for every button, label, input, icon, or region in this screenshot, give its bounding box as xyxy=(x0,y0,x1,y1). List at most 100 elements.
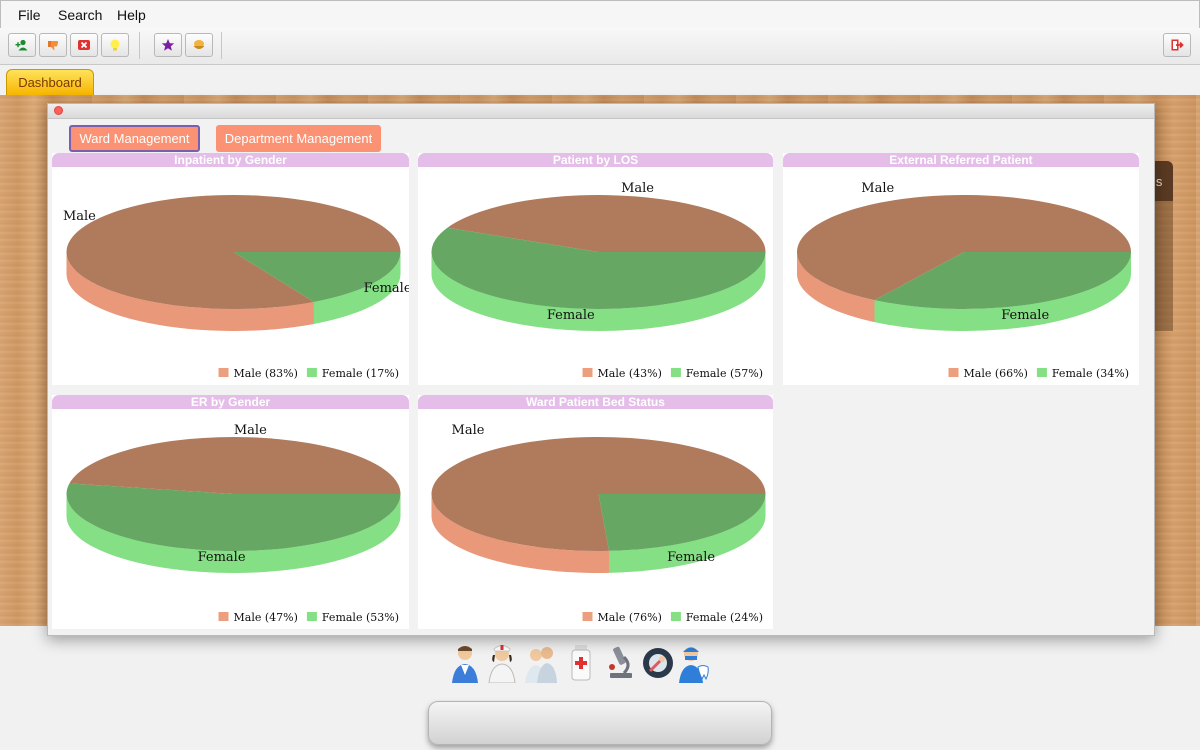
doctor-icon xyxy=(452,646,478,683)
chart-er-by-gender: ER by Gender Male Female Female (53%) Male … xyxy=(52,395,409,629)
pie-side-female xyxy=(66,494,401,573)
slice-label-male: Male xyxy=(861,181,894,196)
legend-swatch-female xyxy=(670,368,681,377)
chart-title: External Referred Patient xyxy=(783,153,1139,167)
pharmacy-icon xyxy=(571,645,591,681)
pie-side-female xyxy=(313,252,401,324)
chart-title: Inpatient by Gender xyxy=(52,153,409,167)
slice-label-male: Male xyxy=(452,423,485,438)
pie-side-female xyxy=(608,494,766,573)
pie-side-male xyxy=(797,252,875,323)
legend-label-female: Female (53%) xyxy=(322,611,399,624)
dashboard-window: Ward Management Department Management In… xyxy=(47,103,1155,636)
chart-title: ER by Gender xyxy=(52,395,409,409)
legend-swatch-male xyxy=(582,612,593,621)
legend-swatch-female xyxy=(306,368,317,377)
pie-chart: Male Female Female (17%) Male (83%) xyxy=(63,195,409,380)
dock-shelf xyxy=(428,701,772,745)
slice-label-male: Male xyxy=(621,181,654,196)
legend-label-male: Male (43%) xyxy=(598,367,662,380)
logout-button[interactable] xyxy=(1163,33,1191,57)
legend-swatch-female xyxy=(306,612,317,621)
tab-strip: Dashboard xyxy=(0,65,1200,95)
cancel-icon xyxy=(78,40,90,50)
food-button[interactable] xyxy=(185,33,213,57)
slice-label-female: Female xyxy=(667,550,715,565)
thumbs-down-button[interactable] xyxy=(39,33,67,57)
favorite-button[interactable] xyxy=(154,33,182,57)
nurse-module[interactable] xyxy=(485,643,519,684)
pie-slice-female xyxy=(431,227,766,309)
legend-swatch-male xyxy=(218,612,229,621)
pie-slice-male xyxy=(431,437,766,551)
department-management-button[interactable]: Department Management xyxy=(216,125,381,152)
thumbs-down-icon xyxy=(48,41,59,51)
legend-label-male: Male (76%) xyxy=(598,611,662,624)
menu-search[interactable]: Search xyxy=(58,7,103,23)
logout-icon xyxy=(1171,39,1184,51)
slice-label-male: Male xyxy=(234,423,267,438)
add-user-button[interactable] xyxy=(8,33,36,57)
chart-external-referred-patient: External Referred Patient Male Female Fema… xyxy=(783,153,1139,385)
pie-slice-female xyxy=(598,494,766,551)
food-bowl-icon xyxy=(193,40,205,49)
legend-swatch-male xyxy=(218,368,229,377)
toolbar-separator xyxy=(139,32,140,59)
pie-side-female xyxy=(874,252,1131,331)
pie-slice-male xyxy=(447,195,766,252)
star-icon xyxy=(161,39,175,51)
laboratory-module[interactable] xyxy=(602,643,636,683)
doctor-module[interactable] xyxy=(448,643,482,683)
toolbar xyxy=(0,28,1200,65)
legend-label-female: Female (57%) xyxy=(686,367,763,380)
pie-chart: Male Female Female (57%) Male (43%) xyxy=(431,181,766,380)
cancel-button[interactable] xyxy=(70,33,98,57)
menu-help[interactable]: Help xyxy=(117,7,146,23)
medical-staff-module[interactable] xyxy=(524,643,558,683)
legend-swatch-female xyxy=(1036,368,1047,377)
menu-bar: File Search Help xyxy=(0,0,1200,29)
chart-title: Patient by LOS xyxy=(418,153,773,167)
pie-slice-male xyxy=(797,195,1131,301)
pie-slice-male xyxy=(66,195,401,309)
legend-label-female: Female (34%) xyxy=(1052,367,1129,380)
laboratory-microscope-icon xyxy=(609,646,632,678)
legend-label-male: Male (47%) xyxy=(234,611,298,624)
legend-swatch-male xyxy=(948,368,959,377)
tab-dashboard[interactable]: Dashboard xyxy=(6,69,94,95)
pie-side-male xyxy=(66,252,314,331)
pie-chart: Male Female Female (34%) Male (66%) xyxy=(797,181,1131,380)
pie-chart: Male Female Female (24%) Male (76%) xyxy=(431,423,766,624)
slice-label-female: Female xyxy=(198,550,246,565)
slice-label-male: Male xyxy=(63,209,96,224)
menu-file[interactable]: File xyxy=(18,7,41,23)
legend-label-male: Male (66%) xyxy=(964,367,1028,380)
ward-management-button[interactable]: Ward Management xyxy=(69,125,200,152)
nurse-icon xyxy=(488,645,516,684)
pharmacy-module[interactable] xyxy=(564,643,598,683)
pie-slice-female xyxy=(233,252,401,302)
pie-slice-female xyxy=(66,483,401,551)
pie-slice-female xyxy=(874,252,1131,309)
close-icon[interactable] xyxy=(54,106,63,115)
pie-side-female xyxy=(431,252,766,331)
pie-chart: Male Female Female (53%) Male (47%) xyxy=(66,423,401,624)
legend-label-male: Male (83%) xyxy=(234,367,298,380)
add-user-icon xyxy=(15,39,28,51)
window-title-bar xyxy=(48,104,1154,119)
radiology-icon xyxy=(643,648,673,678)
dentist-module[interactable] xyxy=(678,643,712,683)
legend-label-female: Female (17%) xyxy=(322,367,399,380)
slice-label-female: Female xyxy=(364,281,409,296)
module-dock xyxy=(448,643,718,703)
radiology-module[interactable] xyxy=(641,643,675,683)
medical-staff-icon xyxy=(525,647,557,683)
slice-label-female: Female xyxy=(1001,308,1049,323)
chart-patient-by-los: Patient by LOS Male Female Female (57%) Mal… xyxy=(418,153,773,385)
idea-button[interactable] xyxy=(101,33,129,57)
pie-slice-male xyxy=(69,437,401,494)
chart-inpatient-by-gender: Inpatient by Gender Male Female Female (17… xyxy=(52,153,409,385)
pie-side-male xyxy=(431,494,609,573)
lightbulb-icon xyxy=(110,39,120,51)
chart-title: Ward Patient Bed Status xyxy=(418,395,773,409)
